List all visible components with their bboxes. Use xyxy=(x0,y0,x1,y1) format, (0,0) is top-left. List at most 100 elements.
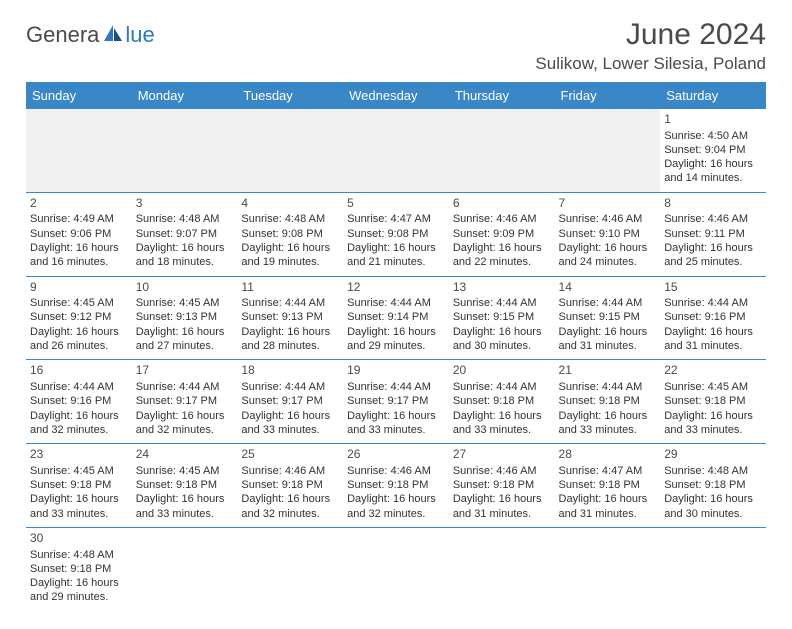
daylight-line1: Daylight: 16 hours xyxy=(30,325,128,339)
week-row: 9Sunrise: 4:45 AMSunset: 9:12 PMDaylight… xyxy=(26,276,766,360)
sunrise: Sunrise: 4:48 AM xyxy=(136,212,234,226)
sunrise: Sunrise: 4:46 AM xyxy=(559,212,657,226)
sunset: Sunset: 9:16 PM xyxy=(664,310,762,324)
daylight-line1: Daylight: 16 hours xyxy=(136,241,234,255)
sunset: Sunset: 9:18 PM xyxy=(664,478,762,492)
sunrise: Sunrise: 4:44 AM xyxy=(347,380,445,394)
empty-cell xyxy=(449,109,555,192)
day-cell: 15Sunrise: 4:44 AMSunset: 9:16 PMDayligh… xyxy=(660,276,766,360)
sunset: Sunset: 9:06 PM xyxy=(30,227,128,241)
col-monday: Monday xyxy=(132,82,238,109)
sunset: Sunset: 9:11 PM xyxy=(664,227,762,241)
sunrise: Sunrise: 4:44 AM xyxy=(347,296,445,310)
empty-cell xyxy=(449,527,555,610)
daylight-line2: and 33 minutes. xyxy=(136,507,234,521)
week-row: 2Sunrise: 4:49 AMSunset: 9:06 PM Daylight… xyxy=(26,192,766,276)
sunrise: Sunrise: 4:44 AM xyxy=(453,380,551,394)
day-cell: 24Sunrise: 4:45 AMSunset: 9:18 PMDayligh… xyxy=(132,444,238,528)
day-number: 2 xyxy=(30,196,128,212)
col-thursday: Thursday xyxy=(449,82,555,109)
daylight-line2: and 27 minutes. xyxy=(136,339,234,353)
day-cell: 10Sunrise: 4:45 AMSunset: 9:13 PMDayligh… xyxy=(132,276,238,360)
day-cell: 17Sunrise: 4:44 AMSunset: 9:17 PMDayligh… xyxy=(132,360,238,444)
day-number: 29 xyxy=(664,447,762,463)
day-cell: 13Sunrise: 4:44 AMSunset: 9:15 PMDayligh… xyxy=(449,276,555,360)
day-cell: 7Sunrise: 4:46 AMSunset: 9:10 PMDaylight… xyxy=(555,192,661,276)
daylight-line1: Daylight: 16 hours xyxy=(559,325,657,339)
day-number: 5 xyxy=(347,196,445,212)
day-cell: 1 Sunrise: 4:50 AM Sunset: 9:04 PM Dayli… xyxy=(660,109,766,192)
week-row: 1 Sunrise: 4:50 AM Sunset: 9:04 PM Dayli… xyxy=(26,109,766,192)
day-number: 24 xyxy=(136,447,234,463)
daylight-line1: Daylight: 16 hours xyxy=(136,325,234,339)
day-cell: 19Sunrise: 4:44 AMSunset: 9:17 PMDayligh… xyxy=(343,360,449,444)
daylight-line2: and 31 minutes. xyxy=(664,339,762,353)
empty-cell xyxy=(343,109,449,192)
daylight-line1: Daylight: 16 hours xyxy=(30,492,128,506)
month-title: June 2024 xyxy=(535,18,766,52)
sunrise: Sunrise: 4:46 AM xyxy=(347,464,445,478)
col-wednesday: Wednesday xyxy=(343,82,449,109)
daylight-line1: Daylight: 16 hours xyxy=(664,325,762,339)
daylight-line2: and 33 minutes. xyxy=(30,507,128,521)
daylight-line1: Daylight: 16 hours xyxy=(453,492,551,506)
sunset: Sunset: 9:18 PM xyxy=(559,394,657,408)
day-number: 18 xyxy=(241,363,339,379)
day-cell: 2Sunrise: 4:49 AMSunset: 9:06 PMDaylight… xyxy=(26,192,132,276)
sunset: Sunset: 9:13 PM xyxy=(136,310,234,324)
col-friday: Friday xyxy=(555,82,661,109)
calendar-table: Sunday Monday Tuesday Wednesday Thursday… xyxy=(26,82,766,611)
daylight-line2: and 32 minutes. xyxy=(30,423,128,437)
day-number: 8 xyxy=(664,196,762,212)
sunset: Sunset: 9:18 PM xyxy=(241,478,339,492)
day-cell: 25Sunrise: 4:46 AMSunset: 9:18 PMDayligh… xyxy=(237,444,343,528)
daylight-line1: Daylight: 16 hours xyxy=(30,409,128,423)
day-number: 23 xyxy=(30,447,128,463)
sunrise: Sunrise: 4:50 AM xyxy=(664,129,762,143)
daylight-line1: Daylight: 16 hours xyxy=(453,325,551,339)
day-cell: 3Sunrise: 4:48 AMSunset: 9:07 PMDaylight… xyxy=(132,192,238,276)
daylight-line1: Daylight: 16 hours xyxy=(347,325,445,339)
daylight-line1: Daylight: 16 hours xyxy=(136,409,234,423)
day-number: 19 xyxy=(347,363,445,379)
sunset: Sunset: 9:08 PM xyxy=(347,227,445,241)
sunset: Sunset: 9:10 PM xyxy=(559,227,657,241)
header-row: Sunday Monday Tuesday Wednesday Thursday… xyxy=(26,82,766,109)
sunrise: Sunrise: 4:44 AM xyxy=(30,380,128,394)
brand-part1: Genera xyxy=(26,22,99,48)
day-number: 15 xyxy=(664,280,762,296)
day-cell: 5Sunrise: 4:47 AMSunset: 9:08 PMDaylight… xyxy=(343,192,449,276)
sunset: Sunset: 9:18 PM xyxy=(559,478,657,492)
daylight-line2: and 33 minutes. xyxy=(664,423,762,437)
day-number: 6 xyxy=(453,196,551,212)
sunset: Sunset: 9:18 PM xyxy=(664,394,762,408)
sunrise: Sunrise: 4:44 AM xyxy=(241,296,339,310)
day-cell: 22Sunrise: 4:45 AMSunset: 9:18 PMDayligh… xyxy=(660,360,766,444)
sail-icon xyxy=(102,23,124,48)
day-cell: 16Sunrise: 4:44 AMSunset: 9:16 PMDayligh… xyxy=(26,360,132,444)
sunset: Sunset: 9:09 PM xyxy=(453,227,551,241)
sunset: Sunset: 9:16 PM xyxy=(30,394,128,408)
sunrise: Sunrise: 4:47 AM xyxy=(347,212,445,226)
daylight-line1: Daylight: 16 hours xyxy=(136,492,234,506)
daylight-line2: and 28 minutes. xyxy=(241,339,339,353)
sunrise: Sunrise: 4:49 AM xyxy=(30,212,128,226)
daylight-line1: Daylight: 16 hours xyxy=(664,241,762,255)
daylight-line1: Daylight: 16 hours xyxy=(664,492,762,506)
day-number: 27 xyxy=(453,447,551,463)
daylight-line1: Daylight: 16 hours xyxy=(241,241,339,255)
day-number: 13 xyxy=(453,280,551,296)
day-number: 4 xyxy=(241,196,339,212)
daylight-line2: and 14 minutes. xyxy=(664,171,762,185)
empty-cell xyxy=(555,109,661,192)
daylight-line2: and 26 minutes. xyxy=(30,339,128,353)
daylight-line2: and 33 minutes. xyxy=(453,423,551,437)
daylight-line2: and 33 minutes. xyxy=(559,423,657,437)
daylight-line1: Daylight: 16 hours xyxy=(453,409,551,423)
daylight-line2: and 16 minutes. xyxy=(30,255,128,269)
day-number: 3 xyxy=(136,196,234,212)
day-number: 11 xyxy=(241,280,339,296)
daylight-line2: and 33 minutes. xyxy=(241,423,339,437)
empty-cell xyxy=(660,527,766,610)
daylight-line2: and 31 minutes. xyxy=(559,507,657,521)
